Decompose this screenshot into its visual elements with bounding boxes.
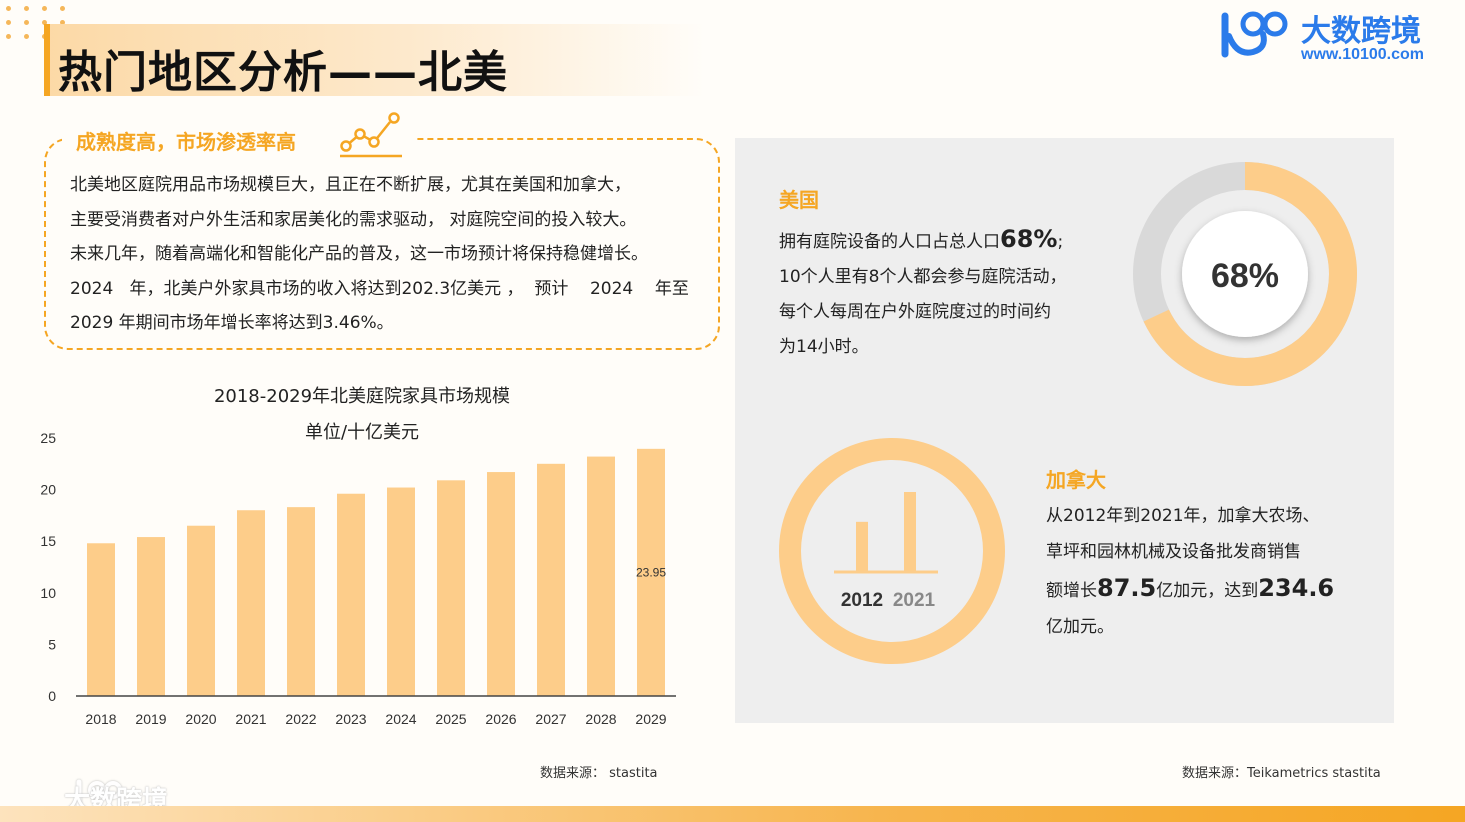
bar-2027 xyxy=(537,463,565,696)
canada-bar-2012 xyxy=(856,521,868,572)
usa-percent: 68% xyxy=(1000,225,1058,253)
usa-label: 美国 xyxy=(779,188,819,212)
donut-center xyxy=(1182,211,1308,337)
canada-bar-2021 xyxy=(904,492,916,572)
usa-text: 拥有庭院设备的人口占总人口68%; 10个人里有8个人都会参与庭院活动， 每个人… xyxy=(779,222,1109,365)
market-size-bar-chart: 2018-2029年北美庭院家具市场规模 单位/十亿美元 0510152025 … xyxy=(40,386,676,727)
intro-line: 2024 年，北美户外家具市场的收入将达到202.3亿美元 ， 预计 2024 … xyxy=(70,278,689,299)
bar-2022 xyxy=(287,507,315,696)
bar-2023 xyxy=(337,493,365,696)
title-band xyxy=(44,24,704,96)
bar-2029 xyxy=(637,448,665,696)
bar-2018 xyxy=(87,543,115,696)
usa-line3: 每个人每周在户外庭院度过的时间约 xyxy=(779,302,1051,322)
canada-line3-mid: 亿加元，达到 xyxy=(1156,581,1259,601)
usa-line1-suffix: ; xyxy=(1057,232,1064,252)
y-tick-label: 5 xyxy=(48,636,56,652)
bar-2025 xyxy=(437,480,465,696)
x-tick-label: 2027 xyxy=(535,711,566,727)
source-right: 数据来源：Teikametrics stastita xyxy=(1182,766,1381,781)
canada-ring xyxy=(779,438,1005,664)
intro-line: 2029 年期间市场年增长率将达到3.46%。 xyxy=(70,313,394,333)
intro-heading: 成熟度高，市场渗透率高 xyxy=(76,130,296,154)
y-tick-label: 0 xyxy=(48,688,56,704)
canada-line3-prefix: 额增长 xyxy=(1046,581,1097,601)
canada-year-start: 2012 xyxy=(841,590,883,611)
canada-line1: 从2012年到2021年，加拿大农场、 xyxy=(1046,506,1320,526)
y-tick-label: 20 xyxy=(40,482,56,498)
intro-line: 未来几年，随着高端化和智能化产品的普及，这一市场预计将保持稳健增长。 xyxy=(70,244,648,264)
donut-fill xyxy=(1133,162,1357,386)
intro-text: 北美地区庭院用品市场规模巨大，且正在不断扩展，尤其在美国和加拿大， 主要受消费者… xyxy=(70,168,706,341)
data-label-2029: 23.95 xyxy=(636,565,666,579)
brand-logo: 大数跨境 www.10100.com xyxy=(1219,6,1445,66)
usa-donut-chart: 68% xyxy=(1133,162,1357,386)
bottom-bar xyxy=(0,806,1465,822)
logo-mark-icon xyxy=(1221,11,1288,58)
canada-growth-graphic: 2012 2021 xyxy=(779,438,1005,664)
usa-line4: 为14小时。 xyxy=(779,337,869,357)
x-tick-label: 2029 xyxy=(635,711,666,727)
x-tick-label: 2028 xyxy=(585,711,616,727)
usa-line1-prefix: 拥有庭院设备的人口占总人口 xyxy=(779,232,1000,252)
x-tick-label: 2023 xyxy=(335,711,366,727)
canada-label: 加拿大 xyxy=(1046,468,1106,492)
canada-year-end: 2021 xyxy=(893,590,936,611)
chart-title: 2018-2029年北美庭院家具市场规模 xyxy=(214,386,510,407)
trend-line-icon xyxy=(340,112,402,158)
intro-line: 北美地区庭院用品市场规模巨大，且正在不断扩展，尤其在美国和加拿大， xyxy=(70,175,631,195)
logo-name: 大数跨境 xyxy=(1301,14,1421,49)
x-tick-label: 2026 xyxy=(485,711,516,727)
source-left: 数据来源： stastita xyxy=(540,766,658,781)
bar-2021 xyxy=(237,510,265,696)
bar-2020 xyxy=(187,525,215,696)
intro-line: 主要受消费者对户外生活和家居美化的需求驱动， 对庭院空间的投入较大。 xyxy=(70,209,637,230)
page-title: 热门地区分析——北美 xyxy=(58,47,508,98)
usa-line2: 10个人里有8个人都会参与庭院活动， xyxy=(779,267,1067,287)
chart-subtitle: 单位/十亿美元 xyxy=(305,422,419,443)
x-tick-label: 2022 xyxy=(285,711,316,727)
canada-text: 从2012年到2021年，加拿大农场、 草坪和园林机械及设备批发商销售 额增长8… xyxy=(1046,498,1376,645)
x-tick-label: 2020 xyxy=(185,711,216,727)
canada-growth-value: 87.5 xyxy=(1097,574,1157,602)
x-tick-label: 2021 xyxy=(235,711,266,727)
y-tick-label: 15 xyxy=(40,533,56,549)
canada-line4: 亿加元。 xyxy=(1046,617,1114,637)
x-tick-label: 2019 xyxy=(135,711,166,727)
y-tick-label: 25 xyxy=(40,430,56,446)
bar-2019 xyxy=(137,537,165,696)
bar-2026 xyxy=(487,472,515,696)
x-tick-label: 2018 xyxy=(85,711,116,727)
bar-2024 xyxy=(387,487,415,696)
donut-label: 68% xyxy=(1211,257,1279,295)
x-tick-label: 2024 xyxy=(385,711,416,727)
canada-total-value: 234.6 xyxy=(1258,574,1335,602)
canada-line2: 草坪和园林机械及设备批发商销售 xyxy=(1046,542,1301,562)
bar-2028 xyxy=(587,456,615,696)
y-tick-label: 10 xyxy=(40,585,56,601)
logo-url: www.10100.com xyxy=(1301,46,1425,63)
watermark-logo-icon xyxy=(76,779,122,813)
x-tick-label: 2025 xyxy=(435,711,466,727)
